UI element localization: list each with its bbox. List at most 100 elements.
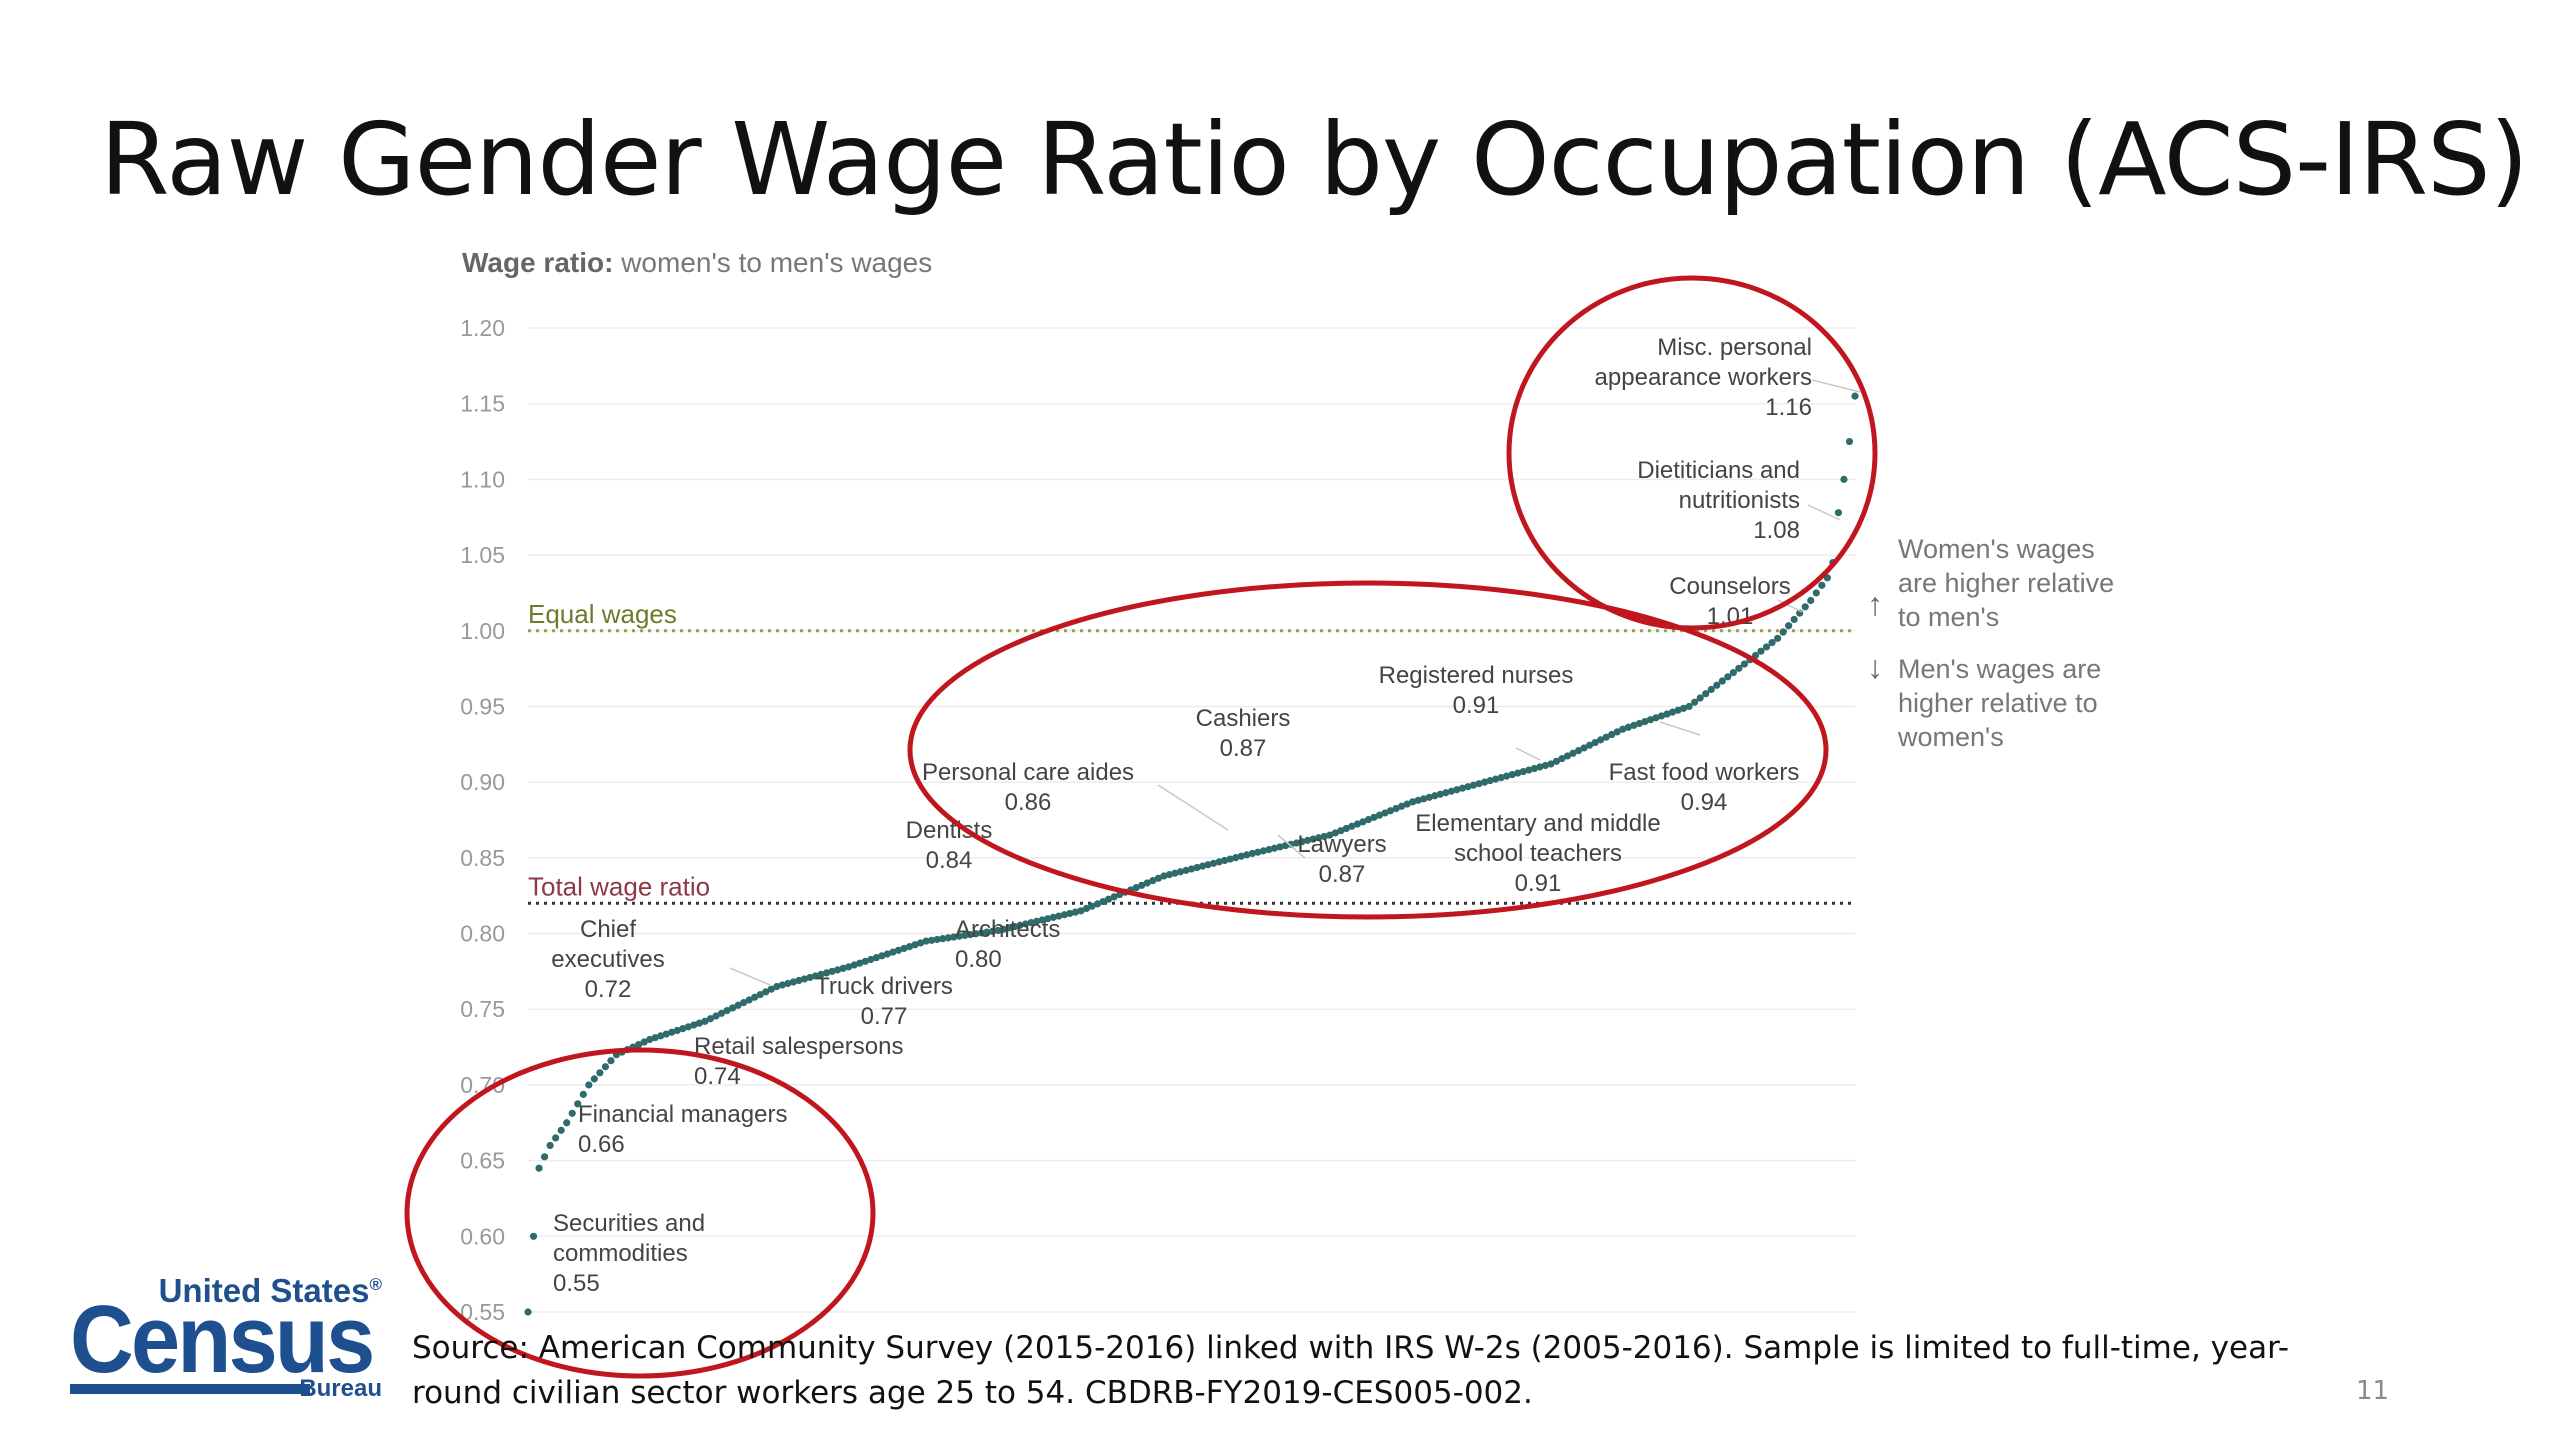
annotation-14-line-1: nutritionists: [1679, 487, 1800, 514]
highlight-ellipse-middle: [907, 580, 1829, 920]
data-point: [1270, 844, 1279, 852]
data-point: [1171, 869, 1179, 877]
data-point: [1834, 509, 1843, 517]
data-point: [1619, 725, 1627, 733]
down-arrow-icon: ↓: [1867, 649, 1883, 685]
annotation-8-line-1: 0.87: [1220, 735, 1267, 762]
y-tick-label-0: 1.20: [460, 315, 505, 341]
data-point: [1779, 628, 1787, 636]
data-point: [745, 996, 753, 1004]
annotation-leader-3: [1659, 721, 1701, 736]
annotation-3-line-1: 0.74: [694, 1063, 741, 1090]
data-point: [1818, 581, 1826, 589]
data-point: [1331, 829, 1339, 837]
data-point: [1674, 706, 1682, 714]
annotation-11-line-0: Elementary and middle: [1415, 810, 1660, 837]
data-point: [1088, 902, 1096, 910]
data-point: [1403, 800, 1411, 808]
data-point: [690, 1021, 698, 1029]
data-point: [1431, 792, 1439, 800]
data-point: [1574, 746, 1583, 755]
data-point: [634, 1040, 643, 1049]
data-point: [1586, 741, 1594, 749]
data-point: [1724, 673, 1732, 681]
data-point: [529, 1232, 538, 1240]
logo-bureau: Bureau: [299, 1375, 382, 1402]
data-point: [1773, 634, 1782, 642]
data-point: [1718, 677, 1726, 685]
data-point: [1691, 698, 1699, 706]
data-point: [1364, 815, 1373, 824]
annotation-9-line-0: Lawyers: [1297, 831, 1386, 858]
annotation-5-line-1: 0.80: [955, 946, 1002, 973]
data-point: [1187, 865, 1196, 873]
logo-united-states: United States®: [158, 1272, 382, 1309]
annotation-0-line-0: Securities and: [553, 1210, 705, 1237]
data-point: [1016, 921, 1024, 929]
data-point: [911, 941, 919, 949]
data-point: [1635, 719, 1643, 728]
data-point: [894, 946, 903, 954]
data-point: [1320, 832, 1328, 841]
data-point: [1580, 744, 1588, 752]
highlight-ellipse-low: [404, 1047, 876, 1379]
annotation-13-line-0: Counselors: [1669, 573, 1790, 600]
annotation-12-line-0: Fast food workers: [1609, 759, 1800, 786]
data-point: [1790, 615, 1798, 624]
data-point: [668, 1028, 676, 1036]
equal-wages-label: Equal wages: [528, 599, 677, 629]
slide-title: Raw Gender Wage Ratio by Occupation (ACS…: [100, 101, 2529, 218]
data-point: [1536, 763, 1544, 771]
data-point: [1740, 660, 1749, 668]
data-point: [1414, 796, 1422, 804]
data-point: [811, 972, 820, 980]
data-point: [1525, 766, 1533, 774]
data-point: [717, 1009, 726, 1017]
data-point: [1370, 813, 1378, 821]
data-point: [955, 932, 963, 940]
data-point: [524, 1308, 532, 1316]
data-point: [872, 954, 880, 962]
data-point: [607, 1057, 615, 1065]
data-point: [1160, 872, 1168, 880]
data-point: [728, 1004, 737, 1012]
data-point: [845, 963, 853, 971]
annotation-2-line-0: Chief: [580, 916, 636, 943]
data-point: [1049, 913, 1057, 921]
slide-number: 11: [2356, 1376, 2390, 1406]
data-point: [822, 969, 831, 977]
data-point: [1807, 596, 1815, 605]
data-point: [778, 981, 786, 989]
data-point: [1276, 843, 1284, 851]
data-point: [1425, 793, 1433, 801]
data-point: [695, 1019, 704, 1027]
data-point: [1044, 915, 1052, 923]
data-point: [673, 1026, 681, 1035]
data-point: [1702, 690, 1710, 698]
data-point: [1237, 852, 1245, 860]
y-tick-label-5: 0.95: [460, 693, 505, 719]
annotation-4-line-0: Truck drivers: [815, 973, 953, 1000]
data-point: [1768, 639, 1776, 647]
annotation-0-line-2: 0.55: [553, 1270, 600, 1297]
data-point: [1226, 855, 1234, 863]
data-point: [1735, 664, 1743, 672]
data-point: [1436, 790, 1444, 798]
annotation-4-line-1: 0.77: [861, 1003, 908, 1030]
chart-title-bold: Wage ratio:: [462, 247, 613, 278]
data-point: [839, 964, 847, 972]
annotation-leader-4: [1777, 599, 1803, 613]
data-point: [1221, 856, 1229, 865]
data-point: [1304, 836, 1312, 844]
data-point: [563, 1119, 571, 1127]
data-point: [1668, 708, 1677, 716]
data-point: [1353, 820, 1361, 828]
data-point: [723, 1007, 731, 1015]
chart-title: Wage ratio: women's to men's wages: [462, 247, 932, 278]
data-point: [900, 944, 908, 953]
data-point: [1530, 764, 1538, 773]
annotation-3-line-0: Retail salespersons: [694, 1033, 903, 1060]
data-point: [1409, 798, 1417, 806]
data-point: [1093, 900, 1102, 908]
